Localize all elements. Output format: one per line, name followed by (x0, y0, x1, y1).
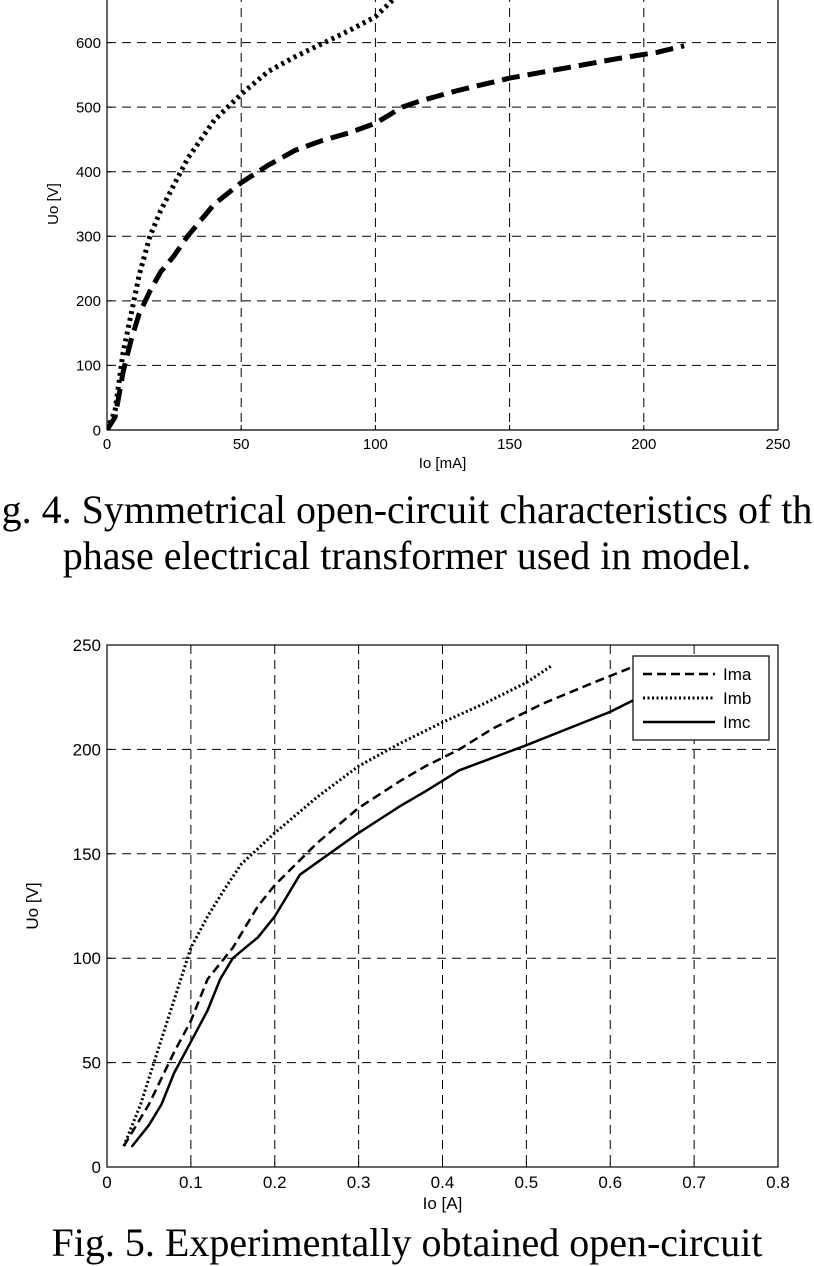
x-tick-label: 0.5 (515, 1173, 539, 1192)
x-tick-label: 150 (497, 436, 522, 453)
y-tick-label: 300 (76, 229, 101, 246)
x-axis-label: Io [mA] (419, 455, 467, 472)
y-tick-label: 100 (76, 358, 101, 375)
series-line-dotted (107, 0, 397, 430)
y-tick-label: 250 (73, 636, 101, 655)
legend-label-ima: Ima (723, 665, 752, 684)
figure-4-caption-line-2: phase electrical transformer used in mod… (62, 533, 752, 578)
figure-4-caption-line-1: g. 4. Symmetrical open-circuit character… (1, 487, 813, 532)
x-tick-label: 0 (103, 436, 111, 453)
y-axis-label: Uo [V] (23, 882, 42, 929)
plot-area (107, 0, 685, 430)
x-tick-label: 0 (102, 1173, 111, 1192)
y-tick-label: 200 (73, 740, 101, 759)
series-line-dashed (107, 43, 685, 430)
x-tick-label: 50 (233, 436, 250, 453)
figure-5-caption-line-1: Fig. 5. Experimentally obtained open-cir… (51, 1220, 763, 1265)
x-tick-label: 0.7 (682, 1173, 706, 1192)
y-tick-label: 50 (82, 1054, 101, 1073)
y-axis-label: Uo [V] (45, 183, 62, 225)
chart-open-circuit-a: 0 0.1 0.2 0.3 0.4 0.5 0.6 0.7 0.8 0 50 100 150 200 250… (23, 636, 790, 1213)
x-tick-label: 0.6 (598, 1173, 622, 1192)
x-tick-label: 0.8 (766, 1173, 790, 1192)
plot-area (122, 664, 637, 1148)
x-tick-label: 100 (363, 436, 388, 453)
x-axis-label: Io [A] (423, 1194, 463, 1213)
series-line-imb (122, 664, 553, 1147)
y-tick-label: 0 (92, 1158, 101, 1177)
x-tick-label: 200 (631, 436, 656, 453)
y-tick-label: 200 (76, 293, 101, 310)
series-line-ima (122, 664, 636, 1147)
x-tick-label: 250 (765, 436, 790, 453)
series-line-imc (130, 698, 637, 1148)
x-tick-label: 0.2 (263, 1173, 287, 1192)
x-tick-label: 0.4 (431, 1173, 455, 1192)
legend-box (632, 655, 770, 741)
chart-open-circuit-ma: 0 50 100 150 200 250 0 100 200 300 400 500 600 Io [mA… (45, 0, 791, 472)
y-tick-label: 0 (93, 422, 101, 439)
y-tick-label: 600 (76, 35, 101, 52)
legend-label-imb: Imb (723, 689, 751, 708)
x-tick-label: 0.1 (179, 1173, 203, 1192)
legend-label-imc: Imc (723, 713, 751, 732)
y-tick-label: 500 (76, 99, 101, 116)
y-tick-label: 150 (73, 845, 101, 864)
x-tick-label: 0.3 (347, 1173, 371, 1192)
y-tick-label: 100 (73, 949, 101, 968)
y-tick-label: 400 (76, 164, 101, 181)
